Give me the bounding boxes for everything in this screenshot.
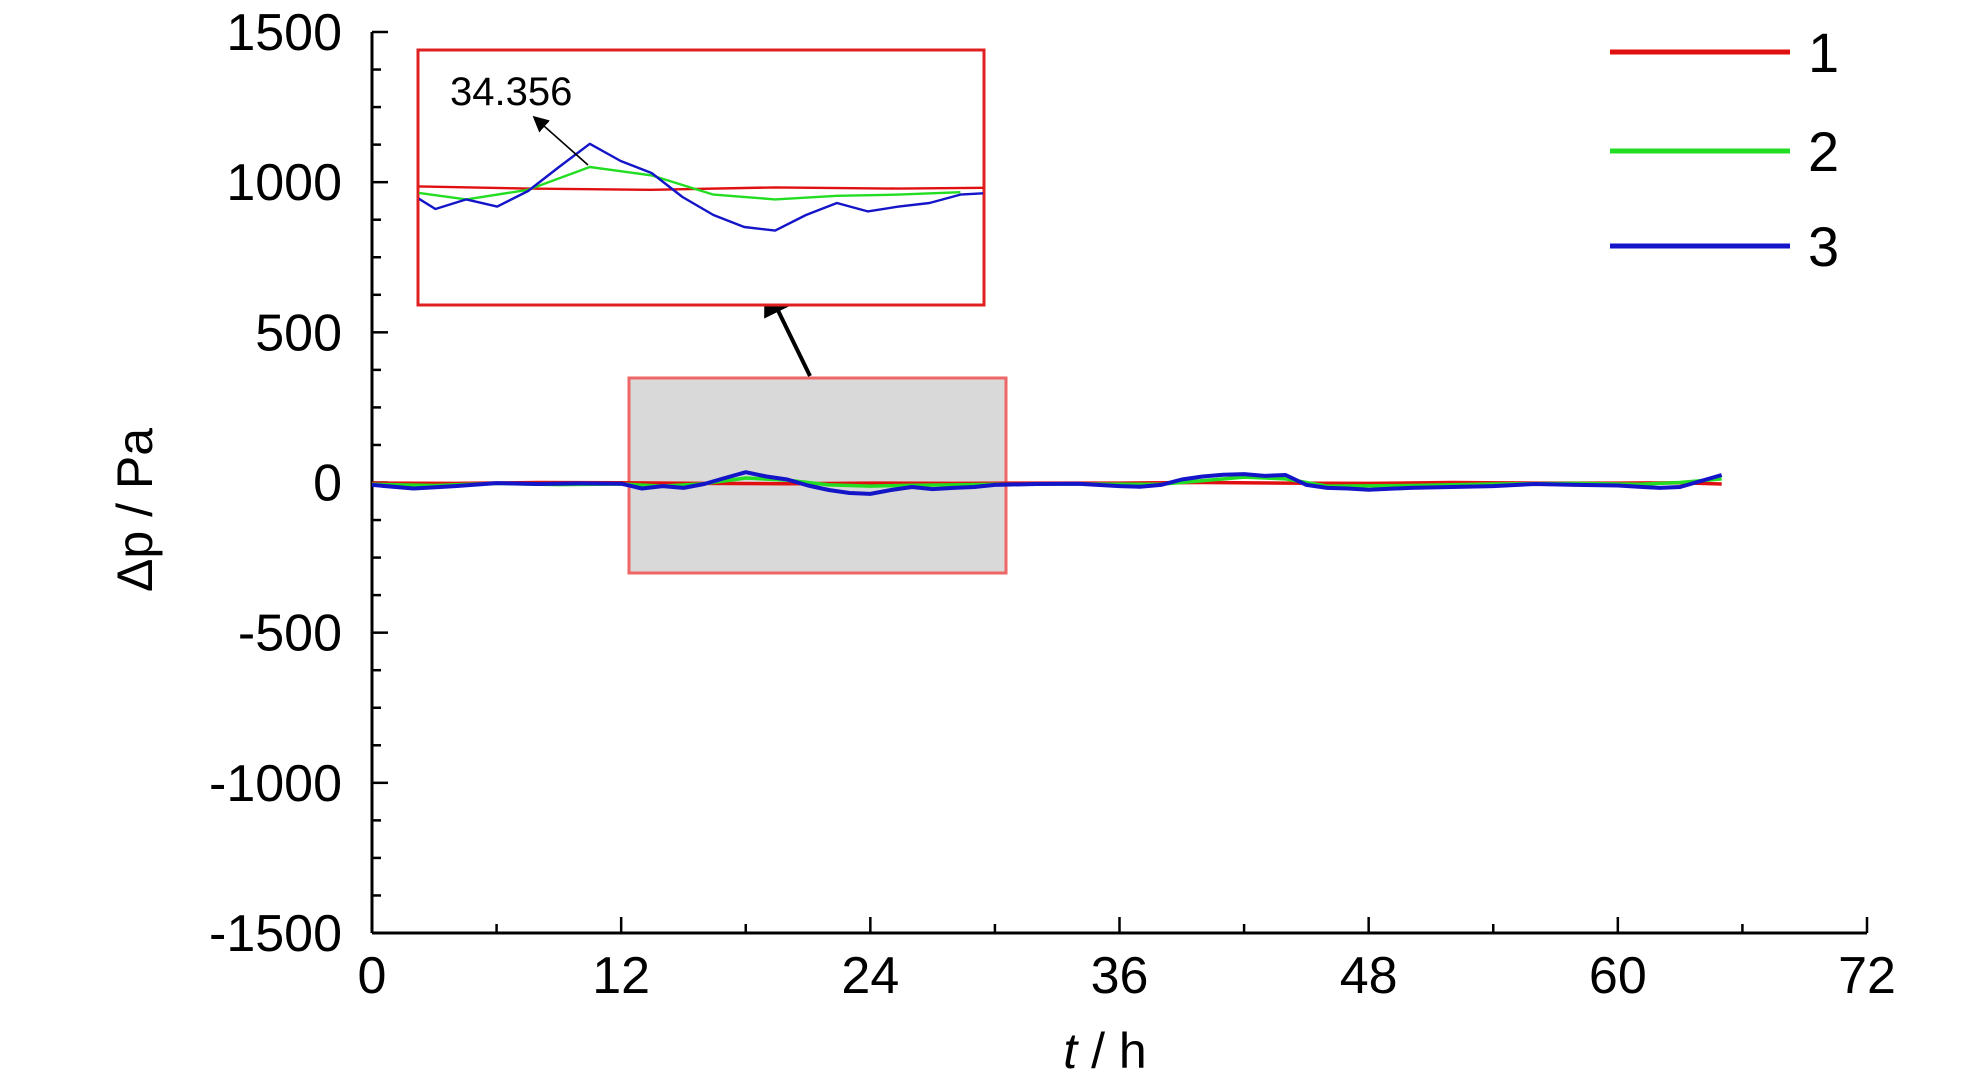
x-tick-label: 12 (592, 947, 650, 1005)
y-tick-label: 500 (255, 304, 342, 362)
y-tick-label: 1500 (226, 4, 342, 62)
series-line-3 (371, 470, 1723, 496)
x-axis-unit: / h (1077, 1023, 1146, 1075)
inset-series-line-3 (419, 142, 983, 232)
legend-label-2: 2 (1808, 120, 1839, 183)
x-axis-label: t / h (1063, 1023, 1146, 1075)
inset-series-line-2 (419, 165, 961, 201)
y-axis-variable: Δp (107, 531, 163, 592)
inset-series-line-1 (419, 185, 983, 192)
inset-box (416, 48, 986, 307)
x-axis-ticks: 0 12 24 36 48 60 72 (358, 917, 1896, 1005)
y-axis-unit: / Pa (107, 428, 163, 531)
legend-label-3: 3 (1808, 215, 1839, 278)
y-tick-label: 0 (313, 455, 342, 513)
inset-series-layer (419, 142, 983, 232)
y-tick-label: 1000 (226, 154, 342, 212)
y-tick-label: -1000 (209, 755, 342, 813)
x-tick-label: 0 (358, 947, 387, 1005)
y-tick-label: -500 (238, 605, 342, 663)
y-tick-label: -1500 (209, 905, 342, 963)
peak-annotation-label: 34.356 (450, 70, 572, 114)
x-tick-label: 24 (841, 947, 899, 1005)
x-axis-variable: t (1063, 1023, 1079, 1075)
legend: 1 2 3 (1610, 21, 1839, 278)
x-tick-label: 60 (1589, 947, 1647, 1005)
zoom-region-highlight (627, 376, 1008, 575)
peak-annotation-arrow (532, 115, 589, 166)
y-axis-ticks: 1500 1000 500 0 -500 -1000 -1500 (209, 4, 388, 963)
x-tick-label: 48 (1340, 947, 1398, 1005)
x-tick-label: 72 (1838, 947, 1896, 1005)
x-tick-label: 36 (1091, 947, 1149, 1005)
series-layer (371, 470, 1723, 496)
y-axis-label: Δp / Pa (107, 428, 163, 592)
legend-label-1: 1 (1808, 21, 1839, 84)
